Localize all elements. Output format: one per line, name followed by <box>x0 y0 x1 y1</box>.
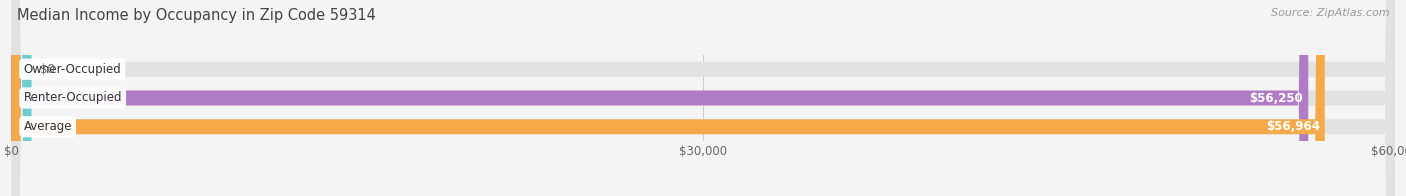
Text: Average: Average <box>24 120 72 133</box>
Text: $56,964: $56,964 <box>1265 120 1320 133</box>
FancyBboxPatch shape <box>11 0 1309 196</box>
FancyBboxPatch shape <box>11 0 1395 196</box>
Text: $0: $0 <box>39 63 55 76</box>
Text: Renter-Occupied: Renter-Occupied <box>24 92 122 104</box>
Text: $56,250: $56,250 <box>1250 92 1303 104</box>
FancyBboxPatch shape <box>11 0 31 196</box>
FancyBboxPatch shape <box>11 0 1395 196</box>
Text: Owner-Occupied: Owner-Occupied <box>24 63 121 76</box>
FancyBboxPatch shape <box>11 0 1395 196</box>
Text: Median Income by Occupancy in Zip Code 59314: Median Income by Occupancy in Zip Code 5… <box>17 8 375 23</box>
FancyBboxPatch shape <box>11 0 1324 196</box>
Text: Source: ZipAtlas.com: Source: ZipAtlas.com <box>1271 8 1389 18</box>
